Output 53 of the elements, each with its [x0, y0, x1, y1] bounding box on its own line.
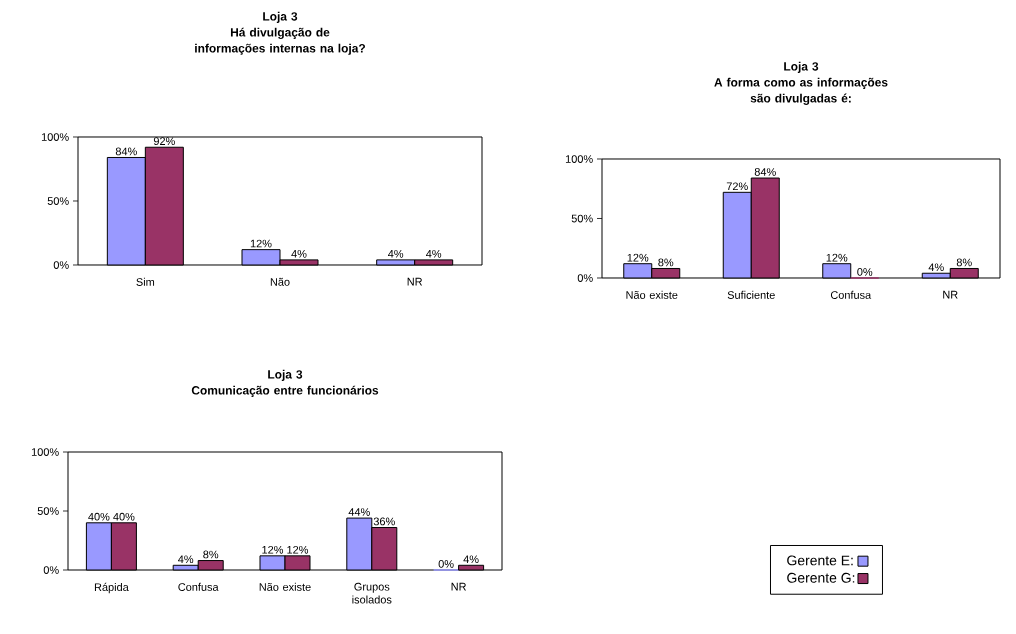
data-label: 40%: [113, 512, 135, 521]
x-tick-label: NR: [451, 582, 467, 591]
chart-subtitle: Há divulgação de informações internas na loja?: [195, 27, 365, 55]
chart-title: Loja 3: [263, 11, 298, 23]
data-label: 12%: [250, 239, 272, 248]
data-label: 40%: [88, 512, 110, 521]
data-label: 4%: [388, 250, 404, 258]
data-label: 92%: [153, 137, 175, 146]
data-label: 4%: [928, 263, 944, 272]
data-label: 4%: [178, 555, 194, 564]
data-label: 8%: [956, 258, 972, 267]
chart-title: Loja 3: [784, 61, 819, 73]
x-tick-label: NR: [943, 290, 958, 299]
data-label: 4%: [291, 250, 307, 258]
data-label: 0%: [857, 268, 873, 276]
x-tick-label: Confusa: [178, 582, 219, 591]
data-label: 44%: [348, 508, 370, 516]
data-label: 12%: [262, 545, 284, 554]
data-label: 72%: [726, 182, 748, 191]
data-label: 84%: [115, 147, 137, 156]
x-tick-label: Não existe: [259, 582, 311, 591]
data-label: 0%: [438, 560, 454, 568]
data-label: 84%: [754, 168, 776, 176]
chart-title: Loja 3: [268, 369, 303, 381]
legend-label: Gerente E:: [787, 555, 853, 566]
legend-label: Gerente G:: [787, 572, 855, 583]
y-tick-label: 50%: [571, 214, 593, 223]
y-tick-label: 0%: [577, 274, 593, 282]
x-tick-label: Sim: [136, 277, 155, 286]
x-tick-label: Rápida: [94, 582, 129, 594]
y-tick-label: 100%: [41, 133, 69, 141]
y-tick-label: 50%: [47, 197, 69, 205]
x-tick-label: Não: [270, 277, 290, 286]
data-label: 12%: [287, 545, 309, 554]
y-tick-label: 0%: [53, 261, 69, 269]
chart-subtitle: Comunicação entre funcionários: [191, 385, 379, 397]
x-tick-label: Não existe: [626, 290, 678, 299]
x-tick-label: NR: [407, 277, 423, 286]
data-label: 12%: [826, 253, 848, 262]
x-tick-label: Grupos isolados: [352, 582, 392, 604]
data-label: 12%: [627, 253, 649, 262]
data-label: 36%: [373, 517, 395, 526]
data-label: 4%: [426, 250, 442, 258]
y-tick-label: 0%: [43, 566, 59, 574]
x-tick-label: Confusa: [830, 290, 872, 299]
data-label: 8%: [203, 550, 219, 559]
x-tick-label: Suficiente: [727, 290, 775, 299]
y-tick-label: 100%: [31, 448, 59, 456]
data-label: 4%: [463, 555, 479, 564]
chart-subtitle: A forma como as informações são divulgadas é:: [714, 77, 888, 105]
data-label: 8%: [658, 258, 674, 267]
y-tick-label: 100%: [565, 155, 593, 163]
y-tick-label: 50%: [37, 507, 59, 515]
